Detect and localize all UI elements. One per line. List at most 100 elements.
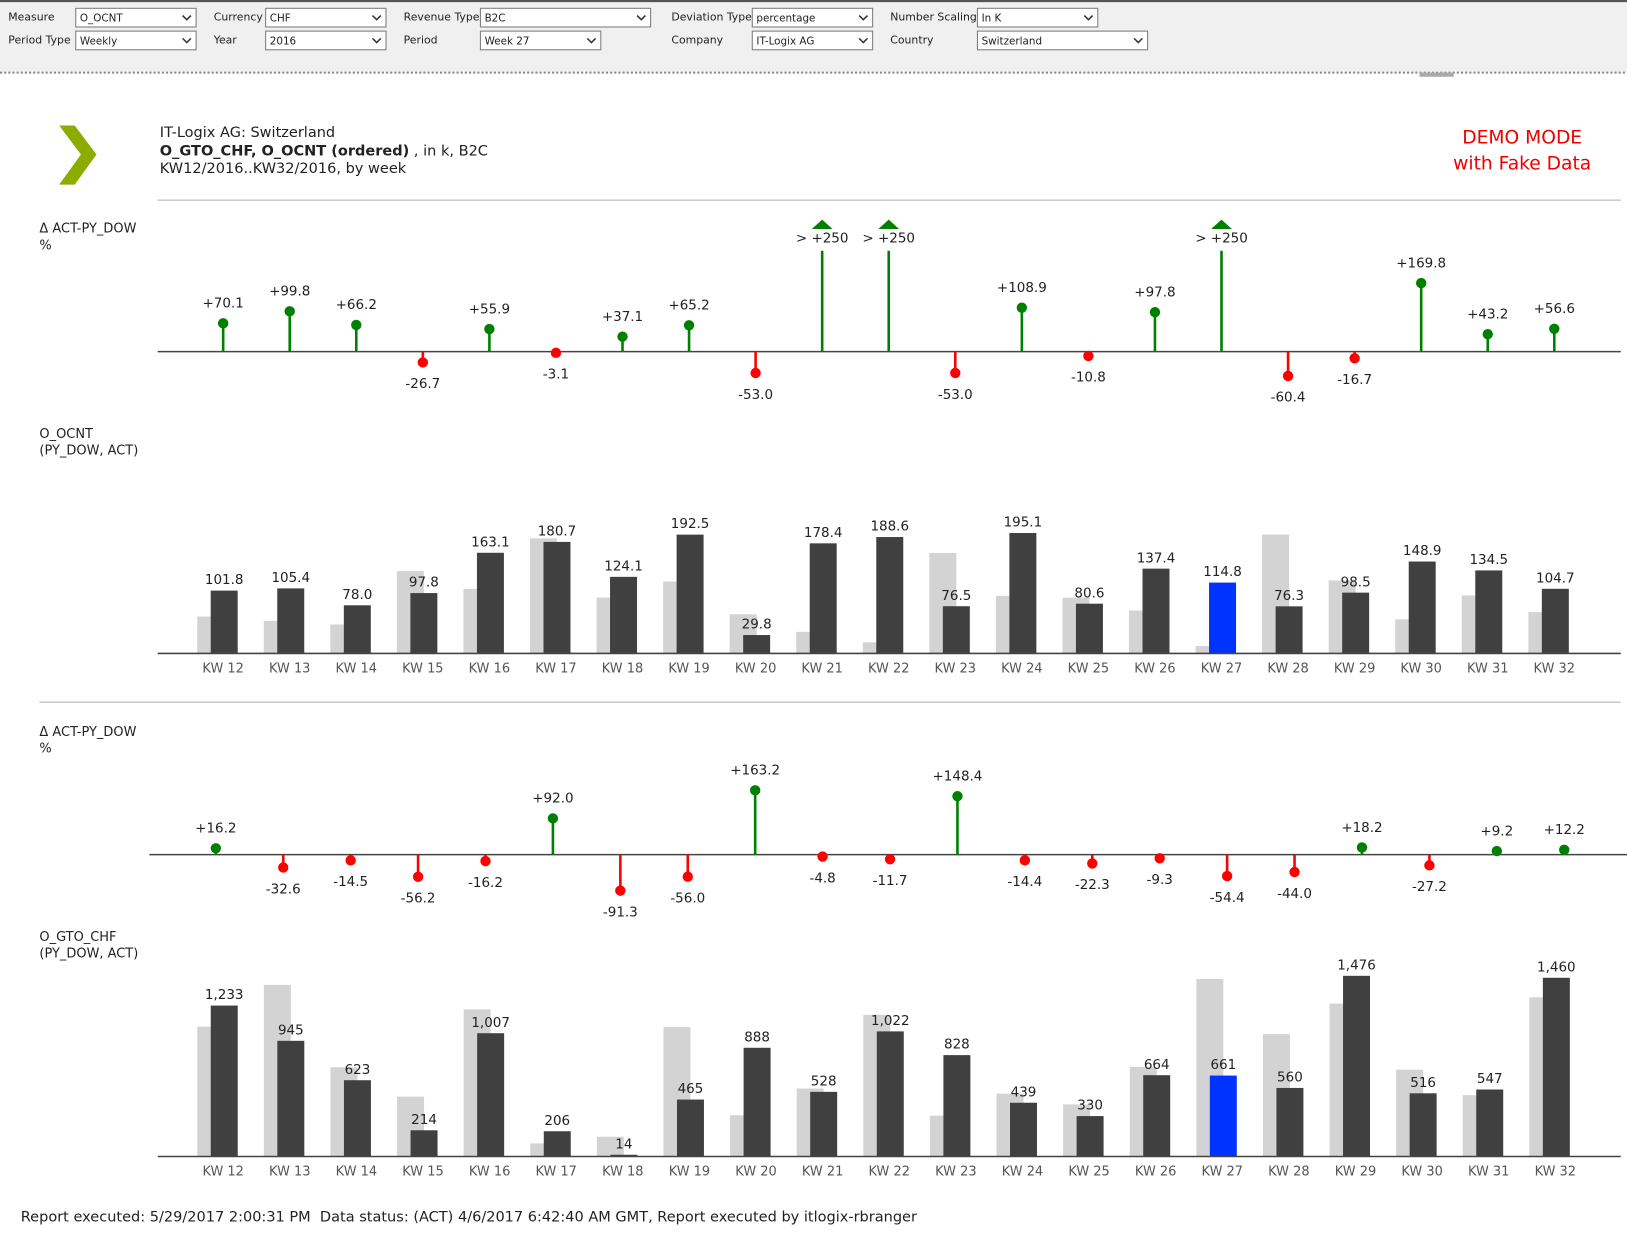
filter-label: Number Scaling <box>890 11 977 24</box>
pin-dot <box>750 367 761 379</box>
value-label: +66.2 <box>336 297 377 313</box>
act-bar <box>1409 1093 1437 1157</box>
filter-select[interactable] <box>751 7 874 28</box>
value-label: +92.0 <box>532 791 573 807</box>
x-tick-label: KW 26 <box>1135 1165 1176 1180</box>
value-label: 98.5 <box>1341 574 1371 590</box>
pin-dot <box>749 785 761 796</box>
x-tick-label: KW 18 <box>602 661 643 676</box>
value-label: +43.2 <box>1467 306 1508 322</box>
filter-select[interactable] <box>751 30 874 51</box>
value-label: 78.0 <box>342 587 372 603</box>
value-label: -32.6 <box>266 881 301 897</box>
value-label: +55.9 <box>469 301 510 317</box>
filter-select[interactable] <box>265 30 387 51</box>
overflow-marker <box>811 219 833 229</box>
filter-select[interactable] <box>479 7 652 28</box>
value-label: +97.8 <box>1134 284 1175 300</box>
x-tick-label: KW 16 <box>469 661 510 676</box>
dropdown-arrow[interactable] <box>858 15 869 21</box>
x-tick-label: KW 21 <box>801 661 842 676</box>
demo-mode: DEMO MODE <box>1462 127 1582 148</box>
act-bar <box>610 1154 638 1157</box>
pin-dot <box>284 306 295 317</box>
act-bar <box>1010 1102 1037 1157</box>
x-tick-label: KW 22 <box>869 1165 910 1180</box>
filter-select[interactable] <box>976 7 1099 28</box>
pin-dot <box>480 855 491 867</box>
value-label: -4.8 <box>809 870 835 886</box>
act-bar <box>410 593 438 654</box>
dropdown-arrow[interactable] <box>1133 37 1143 44</box>
x-tick-label: KW 30 <box>1400 661 1441 676</box>
x-tick-label: KW 23 <box>935 1165 976 1180</box>
dropdown-arrow[interactable] <box>858 37 869 44</box>
company-line: IT-Logix AG: Switzerland <box>160 125 335 141</box>
value-label: -14.5 <box>333 874 368 890</box>
axis-label: % <box>39 741 51 756</box>
dropdown-arrow[interactable] <box>371 37 382 44</box>
value-label: +12.2 <box>1544 822 1585 838</box>
measures: O_GTO_CHF, O_OCNT (ordered) <box>160 143 409 159</box>
value-label: 188.6 <box>870 519 909 535</box>
value-label: 465 <box>678 1081 704 1097</box>
dropdown-arrow[interactable] <box>182 37 192 44</box>
filter-select[interactable] <box>479 30 602 51</box>
act-bar <box>277 588 305 654</box>
py-bar <box>596 1136 624 1157</box>
value-label: +163.2 <box>730 763 780 779</box>
filter-value: O_OCNT <box>80 13 123 25</box>
act-bar <box>610 576 638 654</box>
pin-dot <box>817 851 828 862</box>
filter-select[interactable] <box>265 7 387 28</box>
value-label: 516 <box>1410 1075 1436 1091</box>
filter-select[interactable] <box>75 30 197 51</box>
act-bar <box>1475 570 1503 654</box>
pin-dot <box>547 813 559 824</box>
pin-dot <box>952 790 963 802</box>
filter-value: Switzerland <box>982 35 1042 47</box>
act-bar <box>1275 606 1303 654</box>
dropdown-arrow[interactable] <box>586 37 597 44</box>
filter-value: Week 27 <box>485 35 530 47</box>
value-label: 330 <box>1077 1098 1103 1114</box>
act-bar <box>477 1033 505 1157</box>
footer: Report executed: 5/29/2017 2:00:31 PM Da… <box>21 1210 917 1226</box>
value-label: +18.2 <box>1341 820 1382 836</box>
value-label: 76.5 <box>941 588 971 604</box>
dropdown-arrow[interactable] <box>1083 15 1094 21</box>
pin-dot <box>278 862 289 873</box>
overflow-marker <box>1211 219 1232 229</box>
value-label: -53.0 <box>738 387 773 403</box>
x-tick-label: KW 25 <box>1068 1165 1109 1180</box>
splitter-handle[interactable] <box>1419 72 1454 77</box>
value-label: -22.3 <box>1075 877 1110 893</box>
axis-label: % <box>39 238 51 253</box>
x-tick-label: KW 26 <box>1134 661 1175 676</box>
value-label: -56.2 <box>401 891 436 907</box>
x-tick-label: KW 29 <box>1335 1165 1376 1180</box>
x-tick-label: KW 31 <box>1467 661 1508 676</box>
pin-dot <box>484 323 495 335</box>
value-label: -27.2 <box>1412 879 1447 895</box>
x-tick-label: KW 15 <box>402 1165 443 1180</box>
value-label: 214 <box>411 1112 437 1128</box>
value-label: +169.8 <box>1396 255 1446 271</box>
x-tick-label: KW 29 <box>1334 661 1375 676</box>
dropdown-arrow[interactable] <box>182 15 192 21</box>
pin-dot <box>1019 855 1031 866</box>
filter-value: CHF <box>270 13 291 25</box>
filter-label: Period Type <box>8 33 71 46</box>
dropdown-arrow[interactable] <box>371 15 382 21</box>
dropdown-arrow[interactable] <box>636 15 646 21</box>
filter-select[interactable] <box>75 7 197 28</box>
filter-select[interactable] <box>976 30 1149 51</box>
x-tick-label: KW 19 <box>668 661 709 676</box>
value-label: 105.4 <box>271 570 310 586</box>
filter-value: IT-Logix AG <box>756 35 814 47</box>
value-label: -3.1 <box>543 367 569 383</box>
value-label: -54.4 <box>1210 890 1245 906</box>
value-label: -10.8 <box>1071 370 1106 386</box>
pin-dot <box>683 320 695 331</box>
